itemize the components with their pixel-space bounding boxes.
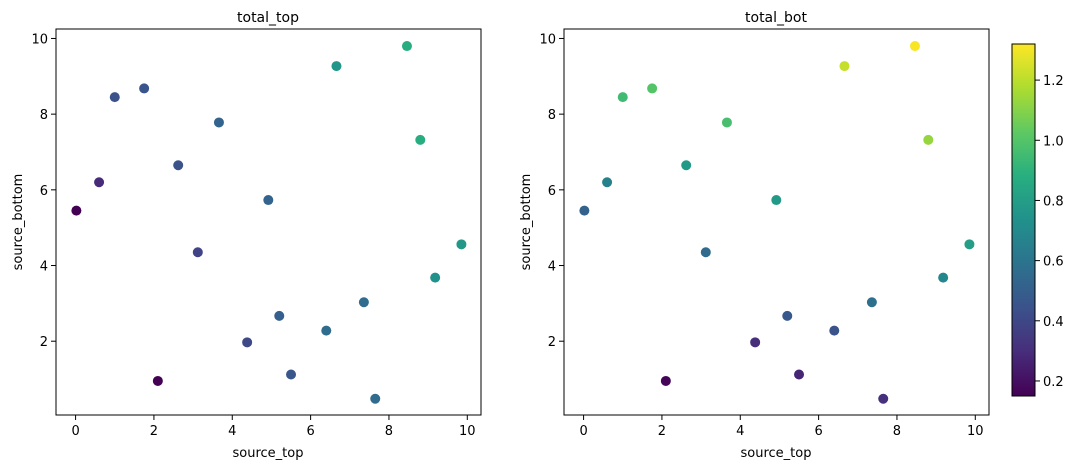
scatter-point <box>602 177 613 188</box>
scatter-point <box>771 195 782 206</box>
scatter-point <box>358 297 369 308</box>
scatter-point <box>909 41 920 52</box>
x-tick-label: 6 <box>306 424 314 439</box>
colorbar-tick-label: 0.2 <box>1043 375 1064 390</box>
scatter-point <box>401 41 412 52</box>
scatter-point <box>938 272 949 283</box>
colorbar-tick-label: 0.6 <box>1043 255 1064 270</box>
scatter-point <box>370 393 381 404</box>
colorbar-gradient <box>1011 43 1036 397</box>
x-tick-label: 4 <box>736 424 744 439</box>
scatter-point <box>794 369 805 380</box>
scatter-point <box>617 92 628 103</box>
x-tick-label: 10 <box>459 424 476 439</box>
scatter-point <box>782 310 793 321</box>
y-tick-label: 4 <box>548 260 556 275</box>
x-tick-label: 0 <box>71 424 79 439</box>
scatter-point <box>430 272 441 283</box>
scatter-point <box>173 160 184 171</box>
y-axis-label: source_bottom <box>519 174 534 271</box>
x-tick-label: 6 <box>814 424 822 439</box>
colorbar-ticks: 0.2 0.4 0.6 0.8 1.0 1.2 <box>1035 74 1064 390</box>
panel-total-bot: total_bot 0 2 4 6 8 10 2 4 6 8 10 source_top sourc… <box>519 10 990 461</box>
y-tick-label: 10 <box>31 32 48 47</box>
scatter-point <box>750 337 761 348</box>
scatter-point <box>456 239 467 250</box>
scatter-points <box>71 41 467 404</box>
scatter-point <box>647 83 658 94</box>
scatter-point <box>71 205 82 216</box>
scatter-point <box>964 239 975 250</box>
scatter-point <box>721 117 732 128</box>
colorbar: 0.2 0.4 0.6 0.8 1.0 1.2 <box>1011 43 1064 397</box>
colorbar-tick-label: 0.4 <box>1043 315 1064 330</box>
plot-frame <box>563 28 990 416</box>
scatter-points <box>579 41 975 404</box>
scatter-point <box>923 134 934 145</box>
axis-ticks: 0 2 4 6 8 10 2 4 6 8 10 <box>31 32 475 439</box>
y-tick-label: 10 <box>539 32 556 47</box>
colorbar-tick-label: 1.0 <box>1043 134 1064 149</box>
x-tick-label: 0 <box>579 424 587 439</box>
scatter-point <box>839 61 850 72</box>
y-tick-label: 2 <box>548 335 556 350</box>
y-axis-label: source_bottom <box>11 174 26 271</box>
y-tick-label: 8 <box>548 108 556 123</box>
scatter-point <box>94 177 105 188</box>
colorbar-tick-label: 0.8 <box>1043 194 1064 209</box>
x-axis-label: source_top <box>233 446 304 461</box>
plot-frame <box>55 28 482 416</box>
scatter-point <box>700 247 711 258</box>
y-tick-label: 6 <box>40 184 48 199</box>
scatter-point <box>866 297 877 308</box>
x-tick-label: 8 <box>385 424 393 439</box>
scatter-point <box>263 195 274 206</box>
scatter-point <box>274 310 285 321</box>
x-tick-label: 8 <box>893 424 901 439</box>
scatter-point <box>415 134 426 145</box>
chart-title: total_bot <box>745 10 807 26</box>
scatter-point <box>242 337 253 348</box>
x-tick-label: 10 <box>967 424 984 439</box>
scatter-point <box>681 160 692 171</box>
scatter-point <box>152 375 163 386</box>
scatter-point <box>331 61 342 72</box>
colorbar-tick-label: 1.2 <box>1043 74 1064 89</box>
scatter-point <box>321 325 332 336</box>
scatter-point <box>286 369 297 380</box>
x-tick-label: 2 <box>658 424 666 439</box>
x-tick-label: 2 <box>150 424 158 439</box>
scatter-point <box>579 205 590 216</box>
scatter-point <box>878 393 889 404</box>
x-axis-label: source_top <box>741 446 812 461</box>
x-tick-label: 4 <box>228 424 236 439</box>
axis-ticks: 0 2 4 6 8 10 2 4 6 8 10 <box>539 32 983 439</box>
scatter-point <box>660 375 671 386</box>
scatter-point <box>109 92 120 103</box>
panel-total-top: total_top 0 2 4 6 8 10 2 4 6 8 10 source_top sourc… <box>11 10 482 461</box>
y-tick-label: 8 <box>40 108 48 123</box>
y-tick-label: 6 <box>548 184 556 199</box>
y-tick-label: 2 <box>40 335 48 350</box>
scatter-point <box>213 117 224 128</box>
chart-title: total_top <box>237 10 299 26</box>
scatter-point <box>139 83 150 94</box>
scatter-point <box>192 247 203 258</box>
scatter-point <box>829 325 840 336</box>
y-tick-label: 4 <box>40 260 48 275</box>
